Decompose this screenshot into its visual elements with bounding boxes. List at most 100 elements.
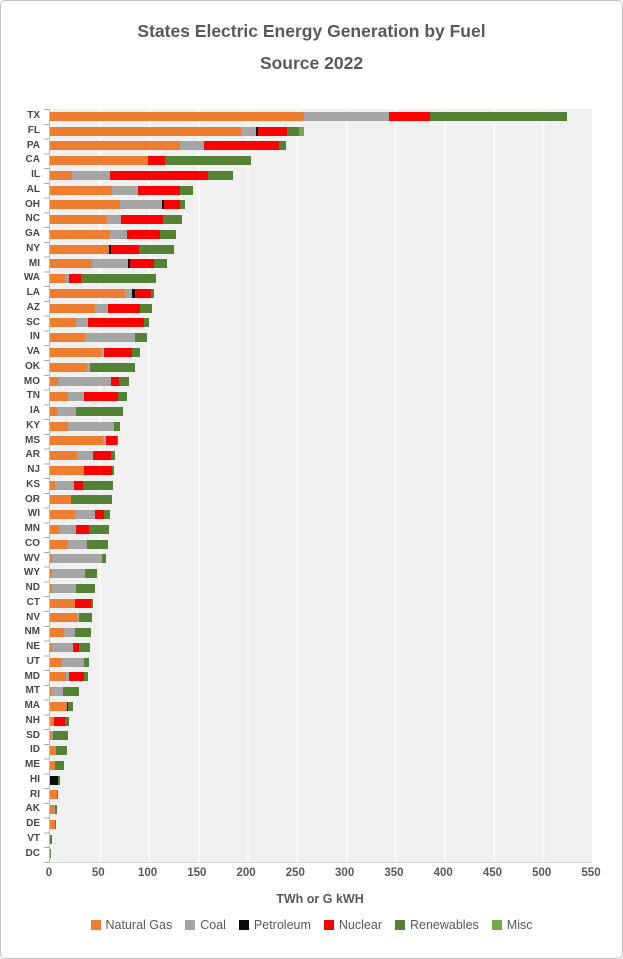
bar-segment-NY-natural-gas — [50, 244, 110, 254]
y-axis-label-LA: LA — [26, 287, 40, 298]
y-axis-label-MO: MO — [23, 375, 40, 387]
legend-item-natural-gas: Natural Gas — [90, 918, 173, 932]
bar-row-UT — [50, 655, 592, 670]
bar-segment-ID-renewables — [55, 746, 67, 756]
bar-segment-AL-nuclear — [137, 185, 181, 195]
bar-segment-PA-nuclear — [203, 141, 279, 151]
legend-swatch-nuclear — [323, 920, 334, 930]
bar-segment-IL-renewables — [207, 170, 234, 180]
bar-segment-AR-renewables — [111, 451, 116, 461]
bar-segment-UT-natural-gas — [50, 657, 62, 667]
bar-segment-ME-natural-gas — [50, 760, 55, 770]
bar-segment-OH-renewables — [180, 200, 185, 210]
bar-segment-TN-renewables — [117, 392, 127, 402]
bar-segment-MA-petroleum — [66, 701, 68, 711]
bar-segment-CO-natural-gas — [50, 539, 68, 549]
x-axis-tick-50: 50 — [91, 867, 105, 879]
y-axis-label-NC: NC — [25, 213, 40, 225]
x-axis-tick-300: 300 — [335, 867, 355, 879]
bar-segment-MI-nuclear — [129, 259, 155, 269]
bar-segment-OH-nuclear — [164, 200, 181, 210]
legend-item-nuclear: Nuclear — [323, 918, 382, 932]
y-axis-label-PA: PA — [26, 139, 40, 151]
y-axis-label-FL: FL — [27, 124, 40, 136]
bar-segment-WY-natural-gas — [50, 569, 52, 579]
bar-segment-IL-natural-gas — [50, 170, 72, 180]
y-axis-label-NH: NH — [25, 714, 40, 726]
bar-segment-MD-natural-gas — [50, 672, 66, 682]
chart-title-line2: Source 2022 — [259, 53, 364, 74]
bar-segment-MD-coal — [65, 672, 69, 682]
bar-row-CO — [50, 537, 592, 552]
bar-segment-AR-natural-gas — [50, 451, 77, 461]
bar-segment-WI-coal — [74, 510, 96, 520]
x-axis-tick-150: 150 — [187, 867, 207, 879]
bar-segment-AR-coal — [76, 451, 94, 461]
bar-segment-MO-coal — [57, 377, 112, 387]
y-axis-label-NV: NV — [26, 611, 40, 623]
bar-segment-WA-renewables — [80, 274, 157, 284]
bar-segment-UT-renewables — [84, 657, 90, 667]
bar-segment-NC-coal — [107, 215, 121, 225]
x-axis-tick-250: 250 — [285, 867, 305, 879]
bar-segment-VA-nuclear — [104, 347, 132, 357]
y-axis-label-UT: UT — [26, 655, 40, 667]
bar-row-ME — [50, 758, 592, 773]
y-axis-label-NJ: NJ — [27, 464, 40, 475]
legend-label-natural-gas: Natural Gas — [105, 918, 173, 932]
y-axis-label-SC: SC — [26, 316, 40, 328]
legend-swatch-natural-gas — [90, 920, 101, 930]
bar-segment-NE-nuclear — [72, 642, 79, 652]
bar-segment-OK-coal — [87, 362, 91, 372]
bar-segment-WI-renewables — [104, 510, 111, 520]
bar-segment-KY-renewables — [114, 421, 120, 431]
y-axis-label-ND: ND — [25, 582, 40, 593]
bar-segment-LA-coal — [124, 288, 132, 298]
bar-row-OK — [50, 360, 592, 375]
bar-row-IL — [50, 168, 592, 183]
bar-segment-GA-renewables — [160, 229, 177, 239]
bar-row-NV — [50, 611, 592, 626]
bar-segment-KS-coal — [54, 480, 74, 490]
bar-segment-LA-renewables — [150, 288, 155, 298]
y-axis-label-VT: VT — [27, 832, 40, 844]
bar-segment-MD-renewables — [84, 672, 89, 682]
x-axis-tick-500: 500 — [532, 867, 552, 879]
y-axis-label-HI: HI — [30, 773, 40, 785]
bar-row-OR — [50, 493, 592, 508]
bar-segment-AK-coal — [53, 805, 55, 815]
bar-segment-WA-natural-gas — [50, 274, 65, 284]
bar-segment-CT-natural-gas — [50, 598, 75, 608]
x-axis-tick-100: 100 — [137, 867, 158, 879]
y-axis-label-MN: MN — [24, 523, 40, 534]
bar-segment-SD-coal — [51, 731, 53, 741]
bar-segment-MO-nuclear — [111, 377, 119, 387]
bar-row-FL — [50, 124, 592, 139]
bar-row-WY — [50, 566, 592, 581]
bar-segment-KY-coal — [67, 421, 115, 431]
bar-segment-AK-natural-gas — [50, 805, 54, 815]
y-axis-label-KY: KY — [26, 419, 40, 431]
bar-row-MT — [50, 684, 592, 699]
bar-row-NM — [50, 625, 592, 640]
bar-segment-WV-coal — [51, 554, 103, 564]
bar-row-SC — [50, 316, 592, 331]
bar-segment-IA-coal — [56, 406, 76, 416]
bar-row-WV — [50, 552, 592, 567]
bar-row-GA — [50, 227, 592, 242]
bar-segment-ND-renewables — [75, 583, 96, 593]
y-axis-label-MD: MD — [24, 670, 40, 682]
y-axis-label-SD: SD — [26, 729, 40, 741]
bar-segment-NY-nuclear — [111, 244, 139, 254]
legend-item-renewables: Renewables — [394, 918, 479, 932]
bar-row-PA — [50, 139, 592, 154]
bar-segment-OR-natural-gas — [50, 495, 71, 505]
bar-row-AZ — [50, 301, 592, 316]
bar-row-SD — [50, 729, 592, 744]
bar-segment-MT-renewables — [62, 687, 79, 697]
bar-segment-NV-natural-gas — [50, 613, 77, 623]
y-axis-label-ID: ID — [30, 744, 40, 756]
y-axis-tick-marks — [44, 109, 49, 863]
bar-row-NY — [50, 242, 592, 257]
x-axis-tick-0: 0 — [45, 867, 53, 879]
